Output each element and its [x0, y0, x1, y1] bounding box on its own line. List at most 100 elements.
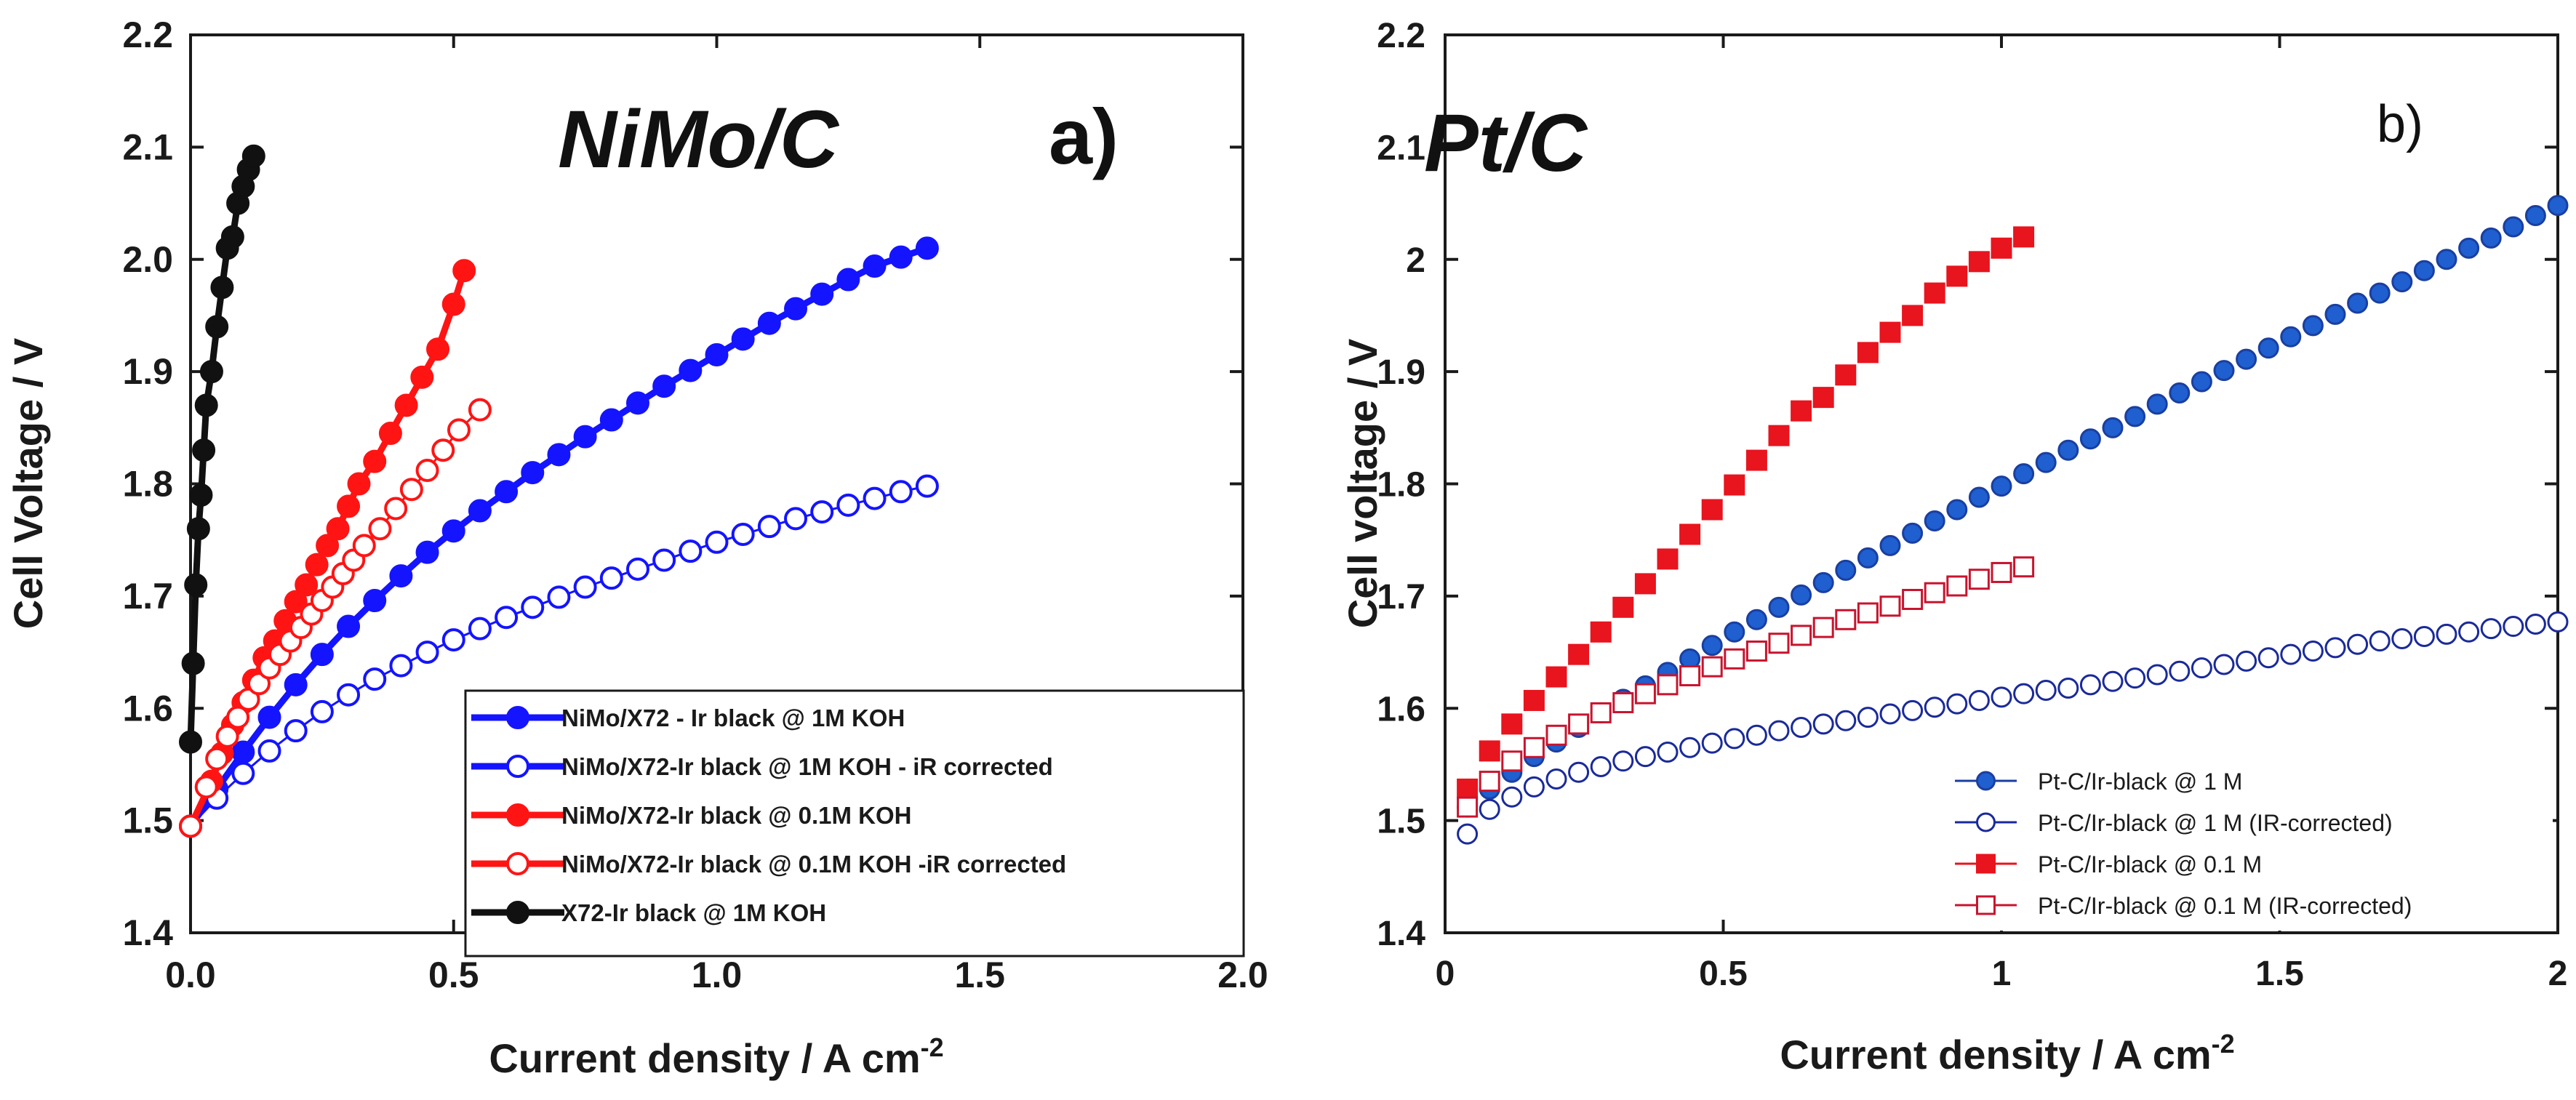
data-point: [1701, 499, 1723, 521]
data-point: [1968, 486, 1990, 508]
y-tick-label: 2.0: [122, 239, 173, 280]
panel-a-x-axis-label: Current density / A cm-2: [489, 1032, 943, 1081]
data-point: [1590, 702, 1612, 723]
data-point: [1590, 621, 1612, 643]
data-point: [915, 474, 939, 498]
data-point: [1924, 696, 1945, 718]
series-pt-c-ir-black-1-m: [1457, 195, 2569, 818]
panel-b-series: [1457, 195, 2569, 845]
legend-marker: [1976, 854, 1996, 874]
panel-b-x-axis-label-main: Current density / A cm: [1780, 1032, 2211, 1077]
legend-marker: [506, 901, 529, 924]
data-point: [2458, 621, 2480, 643]
data-point: [1879, 595, 1901, 617]
data-point: [573, 425, 597, 449]
data-point: [179, 730, 202, 754]
data-point: [2547, 195, 2569, 217]
data-point: [2347, 633, 2369, 655]
data-point: [521, 461, 545, 485]
legend-marker: [506, 852, 529, 875]
data-point: [1857, 342, 1879, 364]
data-point: [2324, 303, 2346, 325]
data-point: [415, 540, 439, 564]
data-point: [186, 517, 210, 541]
data-point: [1501, 786, 1523, 808]
legend-box: [464, 689, 1245, 958]
data-point: [363, 667, 387, 691]
data-point: [1857, 707, 1879, 728]
data-point: [2480, 227, 2502, 249]
data-point: [226, 705, 250, 729]
data-point: [2191, 657, 2212, 679]
legend-label: Pt-C/Ir-black @ 1 M (IR-corrected): [2038, 810, 2393, 836]
data-point: [1812, 617, 1834, 638]
data-point: [284, 673, 308, 696]
legend-entry-nimo-x72-ir-black-0-1m-koh-ir-corrected: NiMo/X72-Ir black @ 0.1M KOH -iR correct…: [471, 851, 1066, 878]
data-point: [1791, 584, 1812, 606]
data-point: [468, 499, 492, 523]
data-point: [205, 747, 229, 771]
data-point: [326, 517, 350, 541]
data-point: [1701, 656, 1723, 678]
data-point: [495, 480, 519, 504]
y-tick-label: 1.9: [1377, 353, 1425, 392]
data-point: [2257, 337, 2279, 359]
data-point: [1568, 713, 1590, 735]
data-point: [2124, 667, 2146, 689]
legend-entry-nimo-x72-ir-black-0-1m-koh: NiMo/X72-Ir black @ 0.1M KOH: [471, 802, 911, 829]
data-point: [1768, 720, 1790, 742]
data-point: [2213, 360, 2235, 382]
data-point: [2102, 417, 2124, 438]
data-point: [731, 522, 755, 546]
data-point: [1946, 575, 1968, 597]
data-point: [2013, 683, 2035, 704]
data-point: [1612, 750, 1634, 772]
x-tick-label: 1: [1992, 955, 2012, 993]
x-tick-label: 2: [2548, 955, 2568, 993]
data-point: [2236, 650, 2257, 672]
data-point: [679, 358, 703, 382]
y-tick-label: 1.4: [1377, 915, 1425, 953]
data-point: [1501, 713, 1523, 735]
data-point: [316, 534, 340, 558]
legend-entry-pt-c-ir-black-1-m: Pt-C/Ir-black @ 1 M: [1955, 768, 2242, 795]
data-point: [1657, 674, 1679, 696]
data-point: [447, 418, 471, 442]
data-point: [1634, 683, 1656, 704]
data-point: [220, 225, 244, 249]
data-point: [426, 337, 450, 361]
data-point: [1902, 522, 1924, 544]
data-point: [2013, 556, 2035, 578]
data-point: [1701, 635, 1723, 657]
data-point: [1501, 750, 1523, 772]
data-point: [1857, 602, 1879, 624]
data-point: [1812, 387, 1834, 409]
data-point: [389, 654, 413, 678]
data-point: [863, 486, 887, 510]
data-point: [1924, 582, 1945, 603]
data-point: [1724, 648, 1745, 670]
panel-a-title: NiMo/C: [558, 94, 840, 185]
data-point: [2079, 428, 2101, 450]
data-point: [1724, 728, 1745, 750]
data-point: [810, 282, 834, 306]
y-tick-label: 1.8: [122, 464, 173, 505]
data-point: [1745, 724, 1767, 746]
panel-a-x-axis-label-main: Current density / A cm: [489, 1035, 920, 1081]
data-point: [1991, 686, 2012, 708]
data-point: [1634, 746, 1656, 768]
data-point: [247, 672, 271, 696]
data-point: [731, 327, 755, 351]
data-point: [1768, 596, 1790, 618]
data-point: [836, 268, 860, 292]
data-point: [1924, 282, 1945, 304]
data-point: [1902, 699, 1924, 721]
data-point: [2524, 205, 2546, 227]
data-point: [468, 617, 492, 641]
data-point: [1568, 643, 1590, 665]
data-point: [389, 564, 413, 588]
data-point: [1657, 741, 1679, 763]
series-pt-c-ir-black-1-m-ir-corrected: [1457, 611, 2569, 845]
data-point: [215, 724, 239, 748]
